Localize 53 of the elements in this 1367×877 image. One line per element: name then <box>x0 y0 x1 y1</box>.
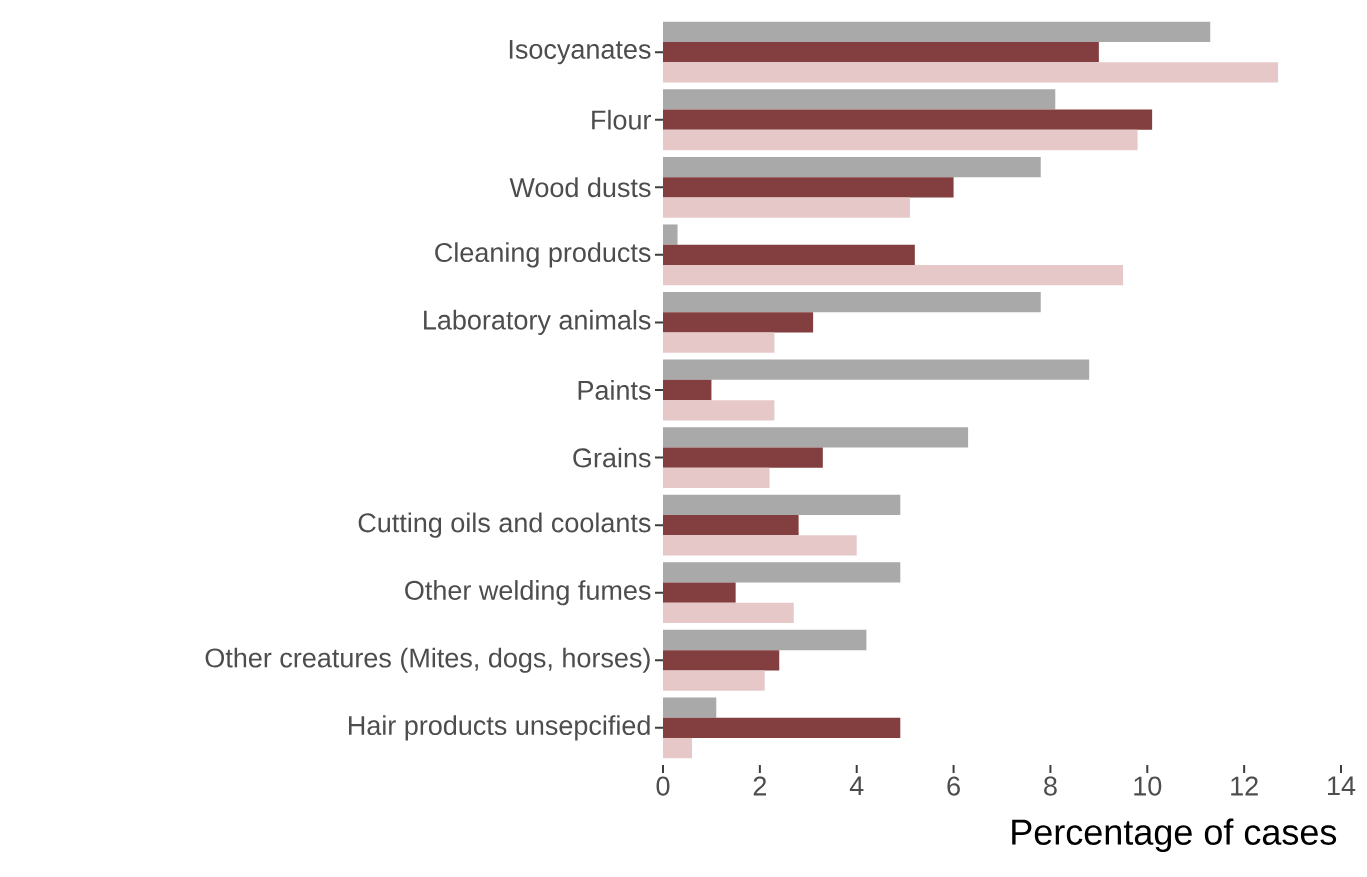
x-axis-title: Percentage of cases <box>1012 818 1337 853</box>
bar <box>663 447 823 468</box>
y-tick-label: Cutting oils and coolants <box>358 512 651 538</box>
bar <box>663 42 1099 63</box>
bar <box>663 89 1056 110</box>
bar <box>663 515 799 536</box>
bar <box>663 717 901 738</box>
bar <box>663 292 1041 313</box>
bar <box>663 602 794 624</box>
bar <box>663 312 814 333</box>
bar <box>663 156 1041 178</box>
x-tick-label: 6 <box>947 776 960 796</box>
bar <box>663 650 780 671</box>
bar <box>663 494 901 515</box>
bar <box>663 21 1211 43</box>
bar <box>663 582 736 603</box>
x-tick-label: 4 <box>849 776 864 796</box>
bar <box>663 379 712 401</box>
y-tick-label: Paints <box>578 380 651 400</box>
x-tick-label: 2 <box>753 776 767 796</box>
bar <box>663 400 775 421</box>
bar <box>663 737 693 759</box>
bar <box>663 332 775 353</box>
bar <box>663 177 954 198</box>
bar <box>663 562 901 583</box>
bar <box>663 427 969 448</box>
bar <box>663 359 1090 380</box>
x-tick-label: 0 <box>656 776 670 796</box>
bar <box>663 224 678 245</box>
x-tick-label: 14 <box>1328 776 1356 796</box>
bar <box>663 109 1153 130</box>
x-tick-label: 12 <box>1231 776 1258 796</box>
y-tick-label: Isocyanates <box>509 40 651 65</box>
x-tick-label: 8 <box>1044 776 1057 796</box>
y-tick-label: Grains <box>573 447 651 468</box>
y-tick-label: Cleaning products <box>435 242 651 268</box>
bar <box>663 467 770 488</box>
bar <box>663 697 717 718</box>
bar <box>663 129 1138 151</box>
y-tick-label: Wood dusts <box>509 177 651 198</box>
y-tick-label: Flour <box>592 109 652 130</box>
bar <box>663 670 765 691</box>
bar <box>663 244 915 265</box>
bar <box>663 62 1279 83</box>
bar <box>663 629 867 651</box>
bar <box>663 197 910 218</box>
y-tick-label: Other welding fumes <box>405 580 651 606</box>
bar <box>663 535 857 556</box>
y-tick-label: Laboratory animals <box>424 309 651 336</box>
y-tick-label: Other creatures (Mites, dogs, horses) <box>205 647 650 673</box>
bar <box>663 264 1124 286</box>
y-tick-label: Hair products unsepcified <box>349 715 650 741</box>
x-tick-label: 10 <box>1134 776 1162 796</box>
